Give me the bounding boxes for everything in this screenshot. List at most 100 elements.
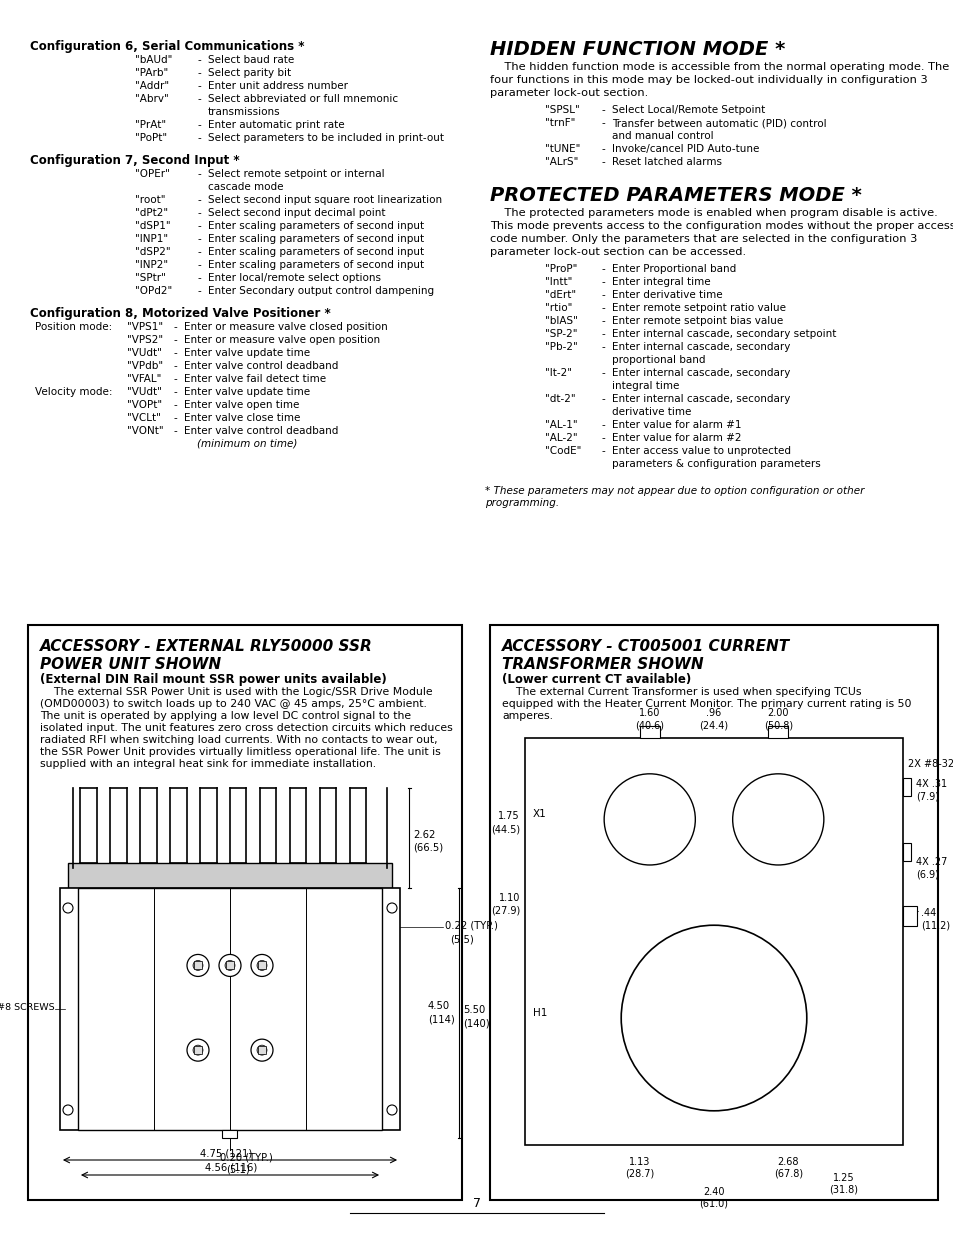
Text: H1: H1 [533,1008,547,1018]
Text: Enter valve update time: Enter valve update time [184,348,310,358]
Text: -: - [173,348,177,358]
Text: Enter internal cascade, secondary: Enter internal cascade, secondary [612,342,789,352]
Text: Invoke/cancel PID Auto-tune: Invoke/cancel PID Auto-tune [612,144,759,154]
Text: Enter unit address number: Enter unit address number [208,82,348,91]
Text: "dErt": "dErt" [544,290,576,300]
Circle shape [225,961,234,971]
Text: "VPS2": "VPS2" [127,335,163,345]
Text: "VOPt": "VOPt" [127,400,162,410]
Text: (28.7): (28.7) [624,1170,654,1179]
Text: (11.2): (11.2) [920,921,949,931]
Text: 4.56 (116): 4.56 (116) [205,1163,257,1173]
Text: (140): (140) [462,1019,489,1029]
Circle shape [256,961,267,971]
Text: (114): (114) [428,1015,455,1025]
Text: "Intt": "Intt" [544,277,572,287]
Text: parameter lock-out section can be accessed.: parameter lock-out section can be access… [490,247,745,257]
Circle shape [251,1039,273,1061]
Text: "ALrS": "ALrS" [544,157,578,167]
Circle shape [193,1045,203,1055]
Text: Select parity bit: Select parity bit [208,68,291,78]
Text: (OMD00003) to switch loads up to 240 VAC @ 45 amps, 25°C ambient.: (OMD00003) to switch loads up to 240 VAC… [40,699,426,709]
Text: "OPd2": "OPd2" [135,287,172,296]
Text: 0.22 (TYP.): 0.22 (TYP.) [444,921,497,931]
Text: four functions in this mode may be locked-out individually in configuration 3: four functions in this mode may be locke… [490,75,926,85]
Text: "bIAS": "bIAS" [544,316,578,326]
Text: derivative time: derivative time [612,408,691,417]
Text: (5.1): (5.1) [226,1165,250,1174]
Text: code number. Only the parameters that are selected in the configuration 3: code number. Only the parameters that ar… [490,233,917,245]
Text: 2X #8-32UNC TERMINAL: 2X #8-32UNC TERMINAL [907,758,953,769]
Text: .96: .96 [705,708,720,718]
Text: "VPS1": "VPS1" [127,322,163,332]
Circle shape [387,1105,396,1115]
Text: "dPt2": "dPt2" [135,207,168,219]
Text: (24.4): (24.4) [699,720,728,730]
Text: -: - [601,119,605,128]
Text: (minimum on time): (minimum on time) [184,438,297,450]
Text: -: - [198,273,201,283]
Text: POWER UNIT SHOWN: POWER UNIT SHOWN [40,657,221,672]
Text: The hidden function mode is accessible from the normal operating mode. The: The hidden function mode is accessible f… [490,62,948,72]
Bar [639,726,659,739]
Text: "Abrv": "Abrv" [135,94,169,104]
Text: X1: X1 [533,809,546,819]
Circle shape [620,925,806,1110]
Text: 4X .27: 4X .27 [915,857,946,867]
Text: Reset latched alarms: Reset latched alarms [612,157,721,167]
Circle shape [732,774,823,864]
Circle shape [219,955,241,977]
Text: Enter access value to unprotected: Enter access value to unprotected [612,446,790,456]
Text: (44.5): (44.5) [491,825,519,835]
Text: "AL-2": "AL-2" [544,433,577,443]
Text: Transfer between automatic (PID) control: Transfer between automatic (PID) control [612,119,825,128]
Text: -: - [198,207,201,219]
Text: -: - [173,412,177,424]
Text: Velocity mode:: Velocity mode: [35,387,112,396]
Text: "trnF": "trnF" [544,119,575,128]
Text: Select second input decimal point: Select second input decimal point [208,207,385,219]
Text: Position mode:: Position mode: [35,322,112,332]
Text: Enter value for alarm #2: Enter value for alarm #2 [612,433,740,443]
Bar [78,888,381,1130]
Circle shape [603,774,695,864]
Text: parameters & configuration parameters: parameters & configuration parameters [612,459,820,469]
Text: Enter valve control deadband: Enter valve control deadband [184,426,338,436]
Text: (6.9): (6.9) [915,869,938,881]
Text: -: - [601,446,605,456]
Text: Enter remote setpoint ratio value: Enter remote setpoint ratio value [612,303,785,312]
Text: Enter internal cascade, secondary setpoint: Enter internal cascade, secondary setpoi… [612,329,836,338]
Bar [257,1046,266,1055]
Bar [902,905,916,926]
Text: programming.: programming. [484,498,558,508]
Text: ACCESSORY - CT005001 CURRENT: ACCESSORY - CT005001 CURRENT [501,638,789,655]
Text: -: - [601,144,605,154]
Text: (66.5): (66.5) [413,844,442,853]
Text: Enter valve update time: Enter valve update time [184,387,310,396]
Text: Enter valve control deadband: Enter valve control deadband [184,361,338,370]
Text: -: - [198,133,201,143]
Text: transmissions: transmissions [208,107,280,117]
Text: HIDDEN FUNCTION MODE *: HIDDEN FUNCTION MODE * [490,40,784,59]
Text: "ProP": "ProP" [544,264,577,274]
Text: (40.6): (40.6) [635,720,663,730]
Text: Configuration 7, Second Input *: Configuration 7, Second Input * [30,154,239,167]
Text: -: - [173,400,177,410]
Bar [902,844,910,861]
Text: -: - [198,82,201,91]
Text: "dt-2": "dt-2" [544,394,575,404]
Text: Enter or measure valve open position: Enter or measure valve open position [184,335,379,345]
Text: 1.25: 1.25 [832,1173,854,1183]
Text: Enter valve open time: Enter valve open time [184,400,299,410]
Circle shape [187,955,209,977]
Text: Configuration 8, Motorized Valve Positioner *: Configuration 8, Motorized Valve Positio… [30,308,331,320]
Text: 7: 7 [473,1197,480,1210]
Text: -: - [601,433,605,443]
Text: -: - [198,261,201,270]
Bar [222,1130,237,1137]
Text: "SPtr": "SPtr" [135,273,166,283]
Text: -: - [601,329,605,338]
Text: 1.60: 1.60 [639,708,659,718]
Text: CENTERS FOR #8 SCREWS: CENTERS FOR #8 SCREWS [0,1003,55,1011]
Text: Enter internal cascade, secondary: Enter internal cascade, secondary [612,394,789,404]
